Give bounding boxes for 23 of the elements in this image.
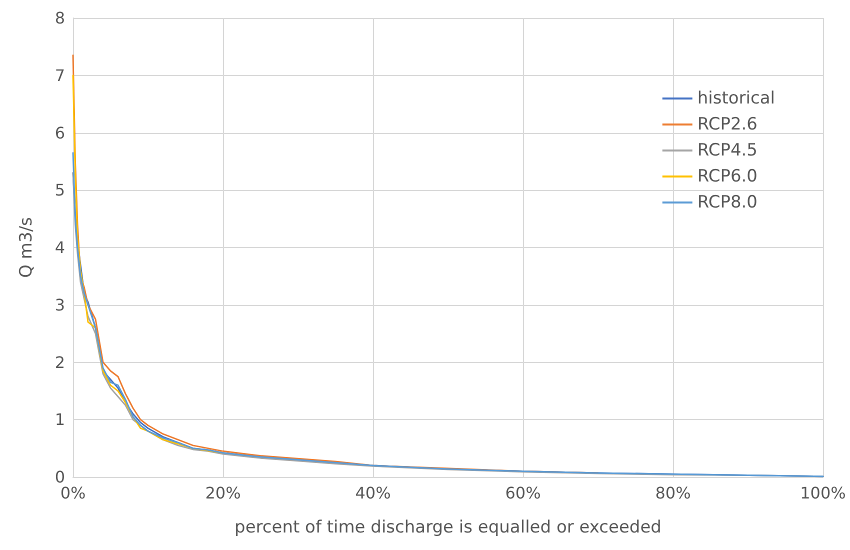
x-tick-label: 60% (505, 484, 541, 502)
y-tick-label: 1 (54, 410, 65, 430)
y-tick-label: 8 (54, 8, 65, 28)
legend-label: RCP6.0 (697, 166, 758, 186)
legend-label: RCP2.6 (697, 114, 758, 134)
y-tick-label: 4 (54, 238, 65, 257)
y-axis-title: Q m3/s (16, 216, 36, 278)
y-tick-label: 2 (54, 352, 65, 372)
y-tick-label: 3 (54, 295, 65, 314)
x-tick-label: 80% (655, 484, 691, 502)
y-tick-label: 6 (54, 123, 65, 142)
x-tick-label: 40% (355, 484, 391, 502)
line-series (72, 74, 224, 454)
x-tick-label: 0% (60, 484, 86, 502)
y-tick-label: 0 (54, 468, 65, 486)
x-tick-label: 20% (205, 484, 241, 502)
x-tick-label: 100% (800, 484, 846, 502)
x-axis-title: percent of time discharge is equalled or exceeded (234, 518, 662, 538)
legend-label: RCP8.0 (697, 192, 758, 212)
legend-label: historical (697, 88, 776, 108)
y-tick-label: 7 (54, 66, 65, 85)
y-tick-label: 5 (54, 180, 65, 200)
legend-label: RCP4.5 (697, 140, 758, 160)
